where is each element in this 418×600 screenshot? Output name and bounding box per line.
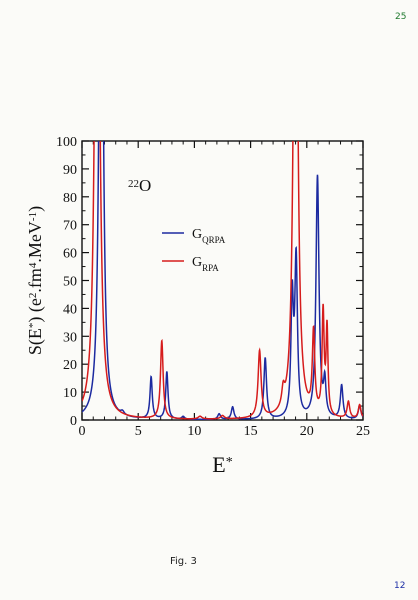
y-tick-label: 90 xyxy=(63,163,77,178)
x-tick-label: 0 xyxy=(79,424,86,439)
x-tick-label: 25 xyxy=(356,424,370,439)
x-tick-label: 5 xyxy=(135,424,142,439)
y-tick-label: 30 xyxy=(63,330,77,345)
y-tick-label: 0 xyxy=(70,414,77,429)
nucleus-annotation: 22O xyxy=(128,176,151,195)
legend-label-qrpa: GQRPA xyxy=(192,227,226,245)
series-line-rpa xyxy=(82,141,363,420)
page-bottom-note: 12 xyxy=(394,581,406,591)
y-tick-label: 100 xyxy=(56,135,77,150)
y-tick-label: 10 xyxy=(63,386,77,401)
y-tick-label: 20 xyxy=(63,358,77,373)
x-tick-label: 20 xyxy=(300,424,314,439)
y-axis-label: S(E*) (e2.fm4.MeV-1) xyxy=(25,206,46,355)
figure-caption: Fig. 3 xyxy=(170,556,197,567)
y-tick-label: 70 xyxy=(63,219,77,234)
y-tick-label: 80 xyxy=(63,191,77,206)
page-top-note: 25 xyxy=(395,12,407,22)
y-tick-label: 60 xyxy=(63,247,77,262)
x-axis-label: E* xyxy=(212,452,232,477)
legend-label-rpa: GRPA xyxy=(192,255,219,273)
x-tick-label: 10 xyxy=(187,424,201,439)
y-tick-label: 40 xyxy=(63,302,77,317)
x-tick-label: 15 xyxy=(244,424,258,439)
y-tick-label: 50 xyxy=(63,275,77,290)
